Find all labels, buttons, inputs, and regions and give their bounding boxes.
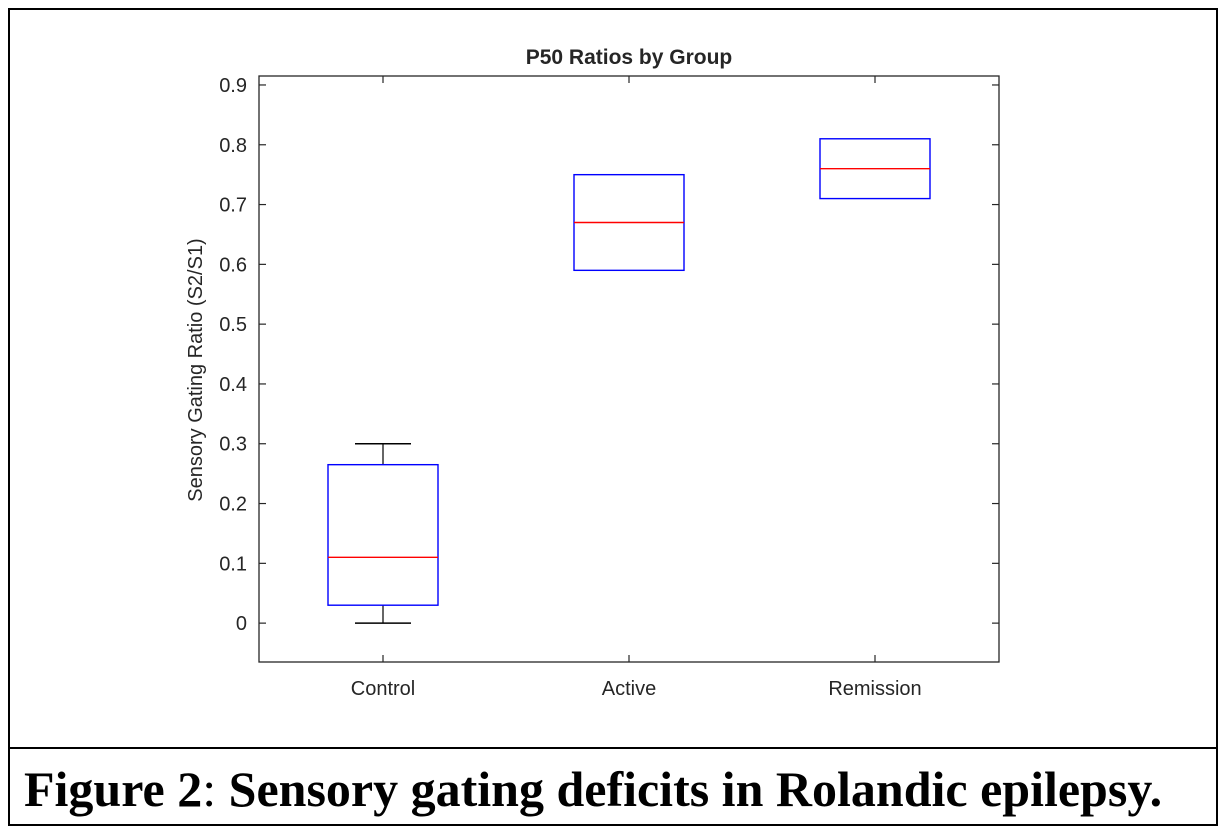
y-tick-label: 0.1 — [219, 553, 247, 575]
box-remission — [819, 138, 931, 200]
y-tick-label: 0.9 — [219, 75, 247, 97]
x-tick-label: Active — [602, 678, 656, 700]
caption-separator: : — [202, 761, 217, 817]
y-tick-label: 0 — [236, 613, 247, 635]
y-tick-label: 0.6 — [219, 254, 247, 276]
caption-text: Sensory gating deficits in Rolandic epil… — [216, 761, 1163, 817]
y-tick-label: 0.4 — [219, 374, 247, 396]
plot-area — [258, 75, 1000, 663]
y-axis-label: Sensory Gating Ratio (S2/S1) — [185, 238, 207, 501]
x-tick-label: Control — [351, 678, 415, 700]
chart-title: P50 Ratios by Group — [526, 46, 733, 69]
y-axis: 0 0.1 0.2 0.3 0.4 0.5 0.6 0.7 0.8 0.9 — [219, 75, 999, 635]
y-tick-label: 0.7 — [219, 195, 247, 217]
x-axis: Control Active Remission — [351, 76, 922, 700]
y-tick-label: 0.2 — [219, 494, 247, 516]
x-tick-label: Remission — [828, 678, 921, 700]
box-control — [327, 443, 439, 624]
box-series — [327, 138, 931, 624]
box-active — [573, 173, 685, 272]
caption-divider — [8, 747, 1218, 749]
y-tick-label: 0.8 — [219, 135, 247, 157]
box-iqr — [327, 463, 439, 606]
figure-caption: Figure 2: Sensory gating deficits in Rol… — [24, 752, 1204, 826]
boxplot-chart: P50 Ratios by Group 00.10.20.30.40.50.60… — [185, 46, 1000, 700]
caption-label: Figure 2 — [24, 761, 203, 817]
y-tick-label: 0.3 — [219, 434, 247, 456]
y-tick-label: 0.5 — [219, 314, 247, 336]
